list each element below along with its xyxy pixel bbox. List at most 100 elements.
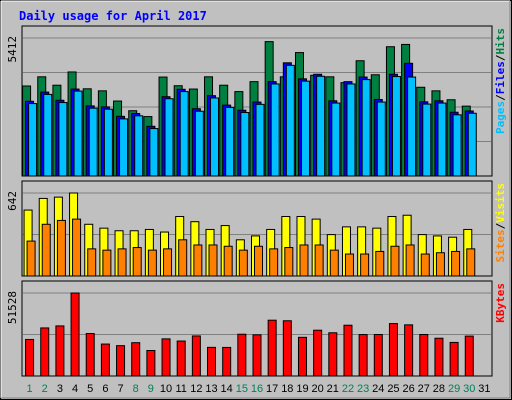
legend-entry: KBytes bbox=[494, 283, 507, 323]
bar-pages-day-6 bbox=[103, 108, 113, 177]
bar-kbytes-day-4 bbox=[70, 292, 80, 377]
y-max-label-hits-files-pages: 5412 bbox=[6, 36, 19, 63]
x-tick-label-day-30: 30 bbox=[463, 383, 475, 395]
bar-kbytes-day-5 bbox=[85, 333, 95, 377]
bar-sites-day-25 bbox=[390, 245, 400, 277]
legend-entry: Files bbox=[494, 61, 507, 94]
bar-pages-day-14 bbox=[225, 106, 235, 177]
x-tick-label-day-24: 24 bbox=[372, 383, 384, 395]
bar-kbytes-day-25 bbox=[388, 323, 398, 377]
x-tick-label-day-14: 14 bbox=[221, 383, 233, 395]
bar-kbytes-day-1 bbox=[25, 338, 35, 377]
x-tick-label-day-21: 21 bbox=[327, 383, 339, 395]
bar-pages-day-21 bbox=[331, 102, 341, 177]
bar-sites-day-9 bbox=[147, 249, 157, 277]
bar-pages-day-1 bbox=[28, 103, 38, 177]
bar-kbytes-day-10 bbox=[161, 338, 171, 377]
chart-title: Daily usage for April 2017 bbox=[19, 9, 207, 23]
bar-kbytes-day-17 bbox=[267, 319, 277, 377]
panel-visits-sites: 642 Sites/Visits bbox=[6, 180, 507, 277]
y-max-label-visits-sites: 642 bbox=[6, 191, 19, 211]
bar-pages-day-12 bbox=[194, 110, 204, 177]
legend-entry: Pages bbox=[494, 101, 507, 134]
x-tick-label-day-12: 12 bbox=[190, 383, 202, 395]
bar-sites-day-19 bbox=[299, 244, 309, 277]
bar-kbytes-day-11 bbox=[176, 340, 186, 377]
x-tick-label-day-10: 10 bbox=[160, 383, 172, 395]
x-tick-label-day-23: 23 bbox=[357, 383, 369, 395]
x-tick-label-day-28: 28 bbox=[433, 383, 445, 395]
bar-pages-day-8 bbox=[134, 115, 144, 177]
bar-sites-day-4 bbox=[72, 218, 82, 277]
bar-sites-day-8 bbox=[132, 247, 142, 277]
bar-sites-day-23 bbox=[360, 253, 370, 277]
bar-kbytes-day-2 bbox=[40, 327, 50, 377]
x-tick-label-day-7: 7 bbox=[117, 383, 123, 395]
bar-sites-day-30 bbox=[466, 248, 476, 277]
bar-sites-day-7 bbox=[117, 248, 127, 277]
bar-pages-day-22 bbox=[346, 83, 356, 177]
bar-pages-day-15 bbox=[240, 112, 250, 177]
x-tick-label-day-11: 11 bbox=[175, 383, 186, 395]
bar-kbytes-day-23 bbox=[358, 334, 368, 377]
bar-kbytes-day-28 bbox=[434, 337, 444, 377]
bar-sites-day-11 bbox=[178, 239, 188, 277]
panel-kbytes: 51528 KBytes bbox=[6, 280, 507, 377]
bar-kbytes-day-8 bbox=[131, 342, 141, 377]
bar-pages-day-16 bbox=[255, 103, 265, 177]
bar-pages-day-17 bbox=[270, 83, 280, 177]
bar-sites-day-3 bbox=[56, 219, 66, 277]
legend-entry: Hits bbox=[494, 28, 507, 55]
bar-pages-day-27 bbox=[422, 103, 432, 177]
legend-visits-sites: Sites/Visits bbox=[494, 183, 507, 263]
x-tick-label-day-19: 19 bbox=[296, 383, 308, 395]
bar-sites-day-24 bbox=[375, 250, 385, 277]
bar-kbytes-day-19 bbox=[297, 336, 307, 377]
bar-pages-day-30 bbox=[467, 112, 477, 177]
legend-kbytes: KBytes bbox=[494, 283, 507, 323]
bar-pages-day-11 bbox=[179, 91, 189, 177]
bar-kbytes-day-30 bbox=[464, 335, 474, 377]
x-tick-label-day-20: 20 bbox=[312, 383, 324, 395]
x-tick-label-day-18: 18 bbox=[281, 383, 293, 395]
bar-kbytes-day-24 bbox=[373, 334, 383, 377]
bar-kbytes-day-14 bbox=[222, 346, 232, 377]
bar-kbytes-day-27 bbox=[419, 334, 429, 377]
bar-kbytes-day-22 bbox=[343, 324, 353, 377]
bar-kbytes-day-12 bbox=[191, 335, 201, 377]
bar-kbytes-day-7 bbox=[116, 345, 126, 377]
x-tick-label-day-22: 22 bbox=[342, 383, 354, 395]
x-tick-label-day-16: 16 bbox=[251, 383, 263, 395]
x-tick-label-day-1: 1 bbox=[27, 383, 33, 395]
x-tick-label-day-8: 8 bbox=[133, 383, 139, 395]
bar-sites-day-16 bbox=[254, 245, 263, 277]
legend-entry: / bbox=[494, 222, 507, 229]
x-tick-label-day-9: 9 bbox=[148, 383, 154, 395]
x-tick-label-day-29: 29 bbox=[448, 383, 460, 395]
bar-sites-day-18 bbox=[284, 247, 294, 277]
bar-sites-day-21 bbox=[329, 249, 339, 277]
x-tick-label-day-4: 4 bbox=[72, 383, 78, 395]
bar-pages-day-23 bbox=[361, 79, 371, 177]
bar-kbytes-day-15 bbox=[237, 333, 247, 377]
bar-kbytes-day-21 bbox=[328, 332, 338, 377]
bar-sites-day-27 bbox=[420, 253, 430, 277]
x-tick-label-day-13: 13 bbox=[205, 383, 217, 395]
legend-entry: Visits bbox=[494, 183, 507, 223]
legend-entry: / bbox=[494, 94, 507, 101]
x-tick-label-day-25: 25 bbox=[387, 383, 399, 395]
x-tick-label-day-3: 3 bbox=[57, 383, 63, 395]
bar-sites-day-26 bbox=[405, 244, 415, 277]
bar-kbytes-day-13 bbox=[207, 346, 217, 377]
bar-sites-day-29 bbox=[451, 250, 461, 277]
bar-sites-day-6 bbox=[102, 249, 112, 277]
y-max-label-kbytes: 51528 bbox=[6, 291, 19, 324]
bar-sites-day-5 bbox=[87, 248, 97, 277]
bar-kbytes-day-18 bbox=[282, 320, 292, 377]
bar-kbytes-day-6 bbox=[100, 343, 110, 377]
bar-sites-day-2 bbox=[41, 223, 51, 277]
bar-pages-day-5 bbox=[88, 107, 98, 177]
bar-pages-day-13 bbox=[210, 97, 220, 177]
